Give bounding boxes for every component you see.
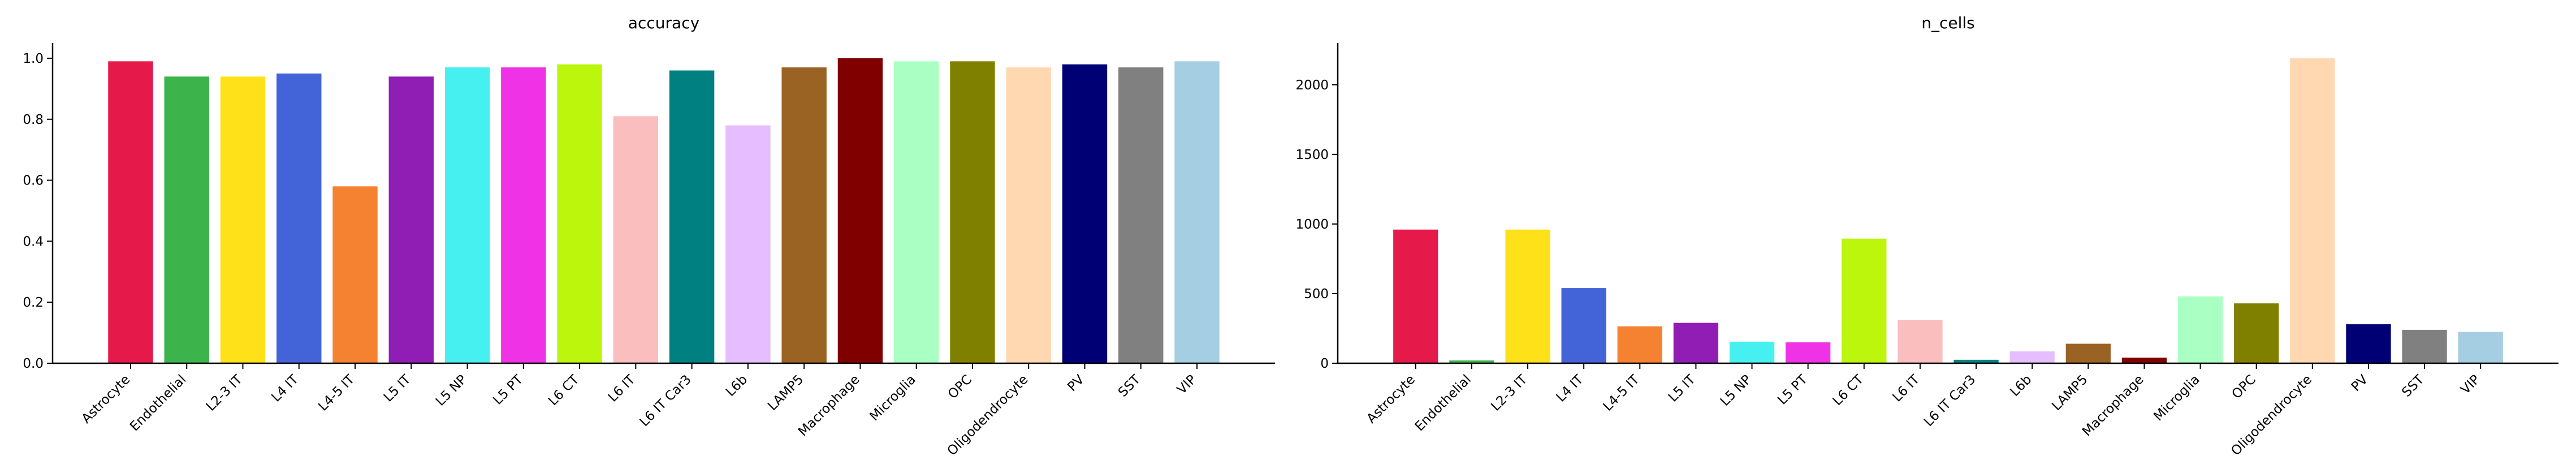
bar (1842, 238, 1887, 363)
y-tick-label: 0 (1320, 356, 1329, 371)
x-tick-label: LAMP5 (765, 372, 806, 414)
bar (1898, 320, 1943, 363)
x-tick-label: L6 IT Car3 (1921, 372, 1978, 429)
y-tick-label: 0.4 (23, 234, 44, 249)
bar (557, 64, 602, 363)
chart-title: n_cells (1921, 14, 1975, 32)
bar (332, 186, 378, 363)
y-tick-label: 0.6 (23, 174, 44, 188)
bar (2346, 324, 2391, 363)
x-tick-label: L4-5 IT (315, 372, 358, 414)
bar (1393, 229, 1438, 363)
bar (1505, 229, 1550, 363)
bar (781, 67, 827, 364)
x-tick-label: OPC (2229, 372, 2259, 402)
bar (893, 61, 939, 364)
bar (950, 61, 995, 364)
x-tick-label: L4 IT (1554, 372, 1587, 405)
x-tick-label: L5 NP (1718, 372, 1754, 409)
bar (220, 76, 266, 364)
x-tick-label: L6 IT (606, 372, 638, 405)
bar (669, 70, 715, 363)
bar (2009, 351, 2055, 363)
x-tick-label: L6 CT (546, 372, 582, 408)
bar (1062, 64, 1108, 363)
bar (501, 67, 546, 364)
bar (1118, 67, 1164, 364)
x-tick-label: Endothelial (127, 372, 189, 434)
x-tick-label: Microglia (867, 372, 918, 424)
y-tick-label: 500 (1304, 287, 1329, 302)
bar (1786, 342, 1831, 363)
x-tick-label: LAMP5 (2049, 372, 2090, 414)
bar (2234, 303, 2279, 363)
bar (613, 116, 659, 363)
bar (1729, 341, 1775, 363)
x-tick-label: L2-3 IT (1488, 372, 1531, 414)
x-tick-label: L6 IT (1890, 372, 1922, 405)
bar (108, 61, 153, 364)
bar (2290, 58, 2335, 363)
x-tick-label: PV (1065, 372, 1087, 395)
x-tick-label: OPC (945, 372, 975, 402)
bar (1953, 359, 1999, 363)
x-tick-label: L4 IT (269, 372, 301, 405)
bar (1006, 67, 1051, 364)
x-tick-label: L6b (723, 372, 750, 399)
y-tick-label: 1000 (1295, 217, 1329, 232)
bar (388, 76, 434, 364)
x-tick-label: Astrocyte (79, 372, 133, 427)
y-tick-label: 0.2 (23, 295, 44, 310)
x-tick-label: L6b (2007, 372, 2034, 399)
bar (444, 67, 490, 364)
x-tick-label: L2-3 IT (204, 372, 246, 414)
x-tick-label: L5 PT (1775, 372, 1810, 407)
bar (1449, 360, 1494, 363)
y-tick-label: 0.0 (23, 356, 44, 371)
x-tick-label: L5 NP (433, 372, 470, 409)
y-tick-label: 0.8 (23, 113, 44, 127)
x-tick-label: L4-5 IT (1601, 372, 1643, 414)
y-tick-label: 2000 (1295, 78, 1329, 93)
x-tick-label: L6 IT Car3 (637, 372, 694, 429)
bar (1561, 288, 1606, 363)
x-tick-label: L5 IT (1666, 372, 1698, 405)
x-tick-label: SST (1116, 372, 1144, 400)
x-tick-label: L5 PT (490, 372, 526, 407)
bar (725, 125, 771, 364)
y-tick-label: 1500 (1295, 148, 1329, 162)
x-tick-label: PV (2349, 372, 2371, 395)
bar (2402, 329, 2447, 363)
bar (2177, 296, 2223, 363)
x-tick-label: VIP (1174, 372, 1199, 397)
x-tick-label: L6 CT (1830, 372, 1867, 408)
x-tick-label: VIP (2458, 372, 2483, 397)
bar (2065, 343, 2111, 363)
bar (164, 76, 209, 364)
bar (1673, 322, 1719, 363)
y-tick-label: 1.0 (23, 51, 44, 66)
x-tick-label: SST (2399, 372, 2427, 400)
x-tick-label: Endothelial (1412, 372, 1474, 434)
x-tick-label: L5 IT (381, 372, 414, 405)
bar (276, 73, 322, 363)
bar (837, 58, 883, 363)
bar (1174, 61, 1220, 364)
bar (2121, 358, 2167, 363)
x-tick-label: Astrocyte (1364, 372, 1418, 427)
chart-title: accuracy (628, 14, 699, 32)
x-tick-label: Microglia (2151, 372, 2202, 424)
bar (1617, 326, 1662, 363)
bar (2458, 332, 2503, 363)
